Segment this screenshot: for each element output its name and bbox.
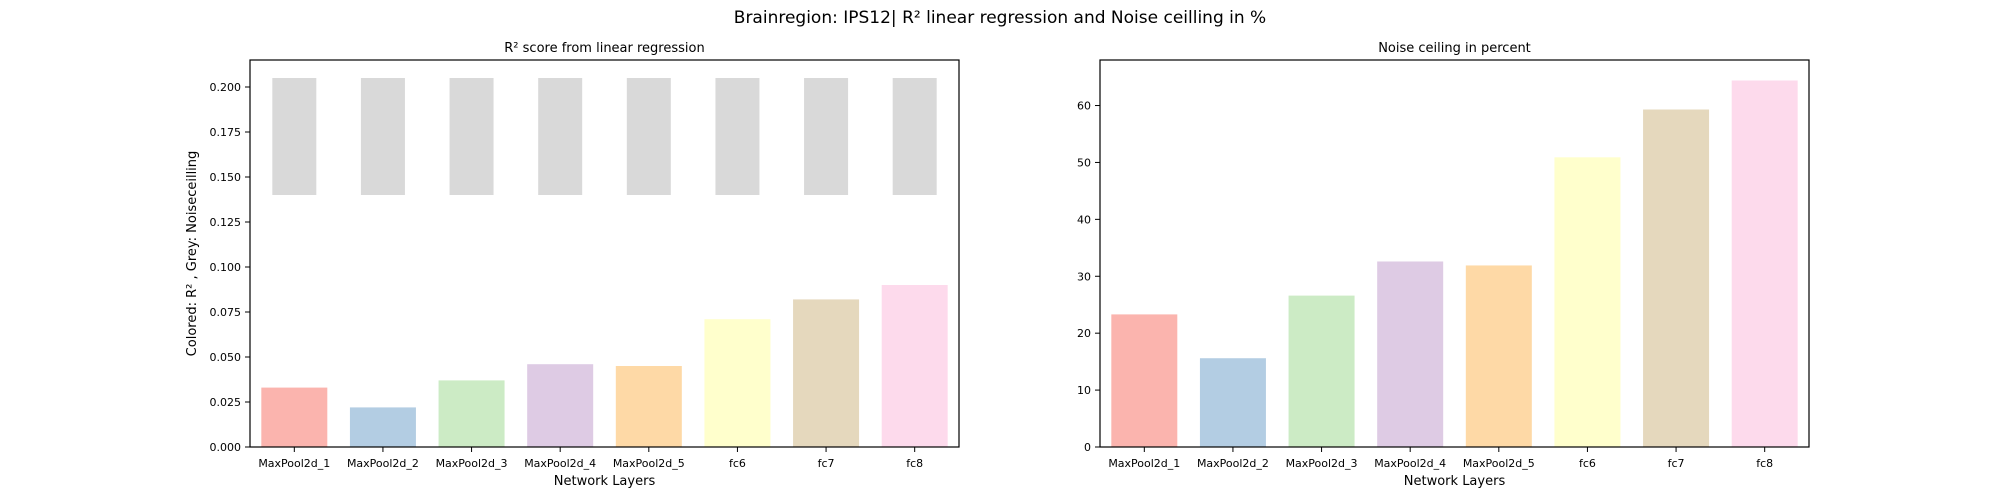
chart2-bar-4	[1377, 261, 1444, 447]
chart1-xtick-label-5: MaxPool2d_5	[613, 457, 685, 470]
chart2-bar-8	[1731, 80, 1798, 448]
chart1-ytick-label-3: 0.050	[210, 351, 242, 364]
chart2-xtick-label-5: MaxPool2d_5	[1463, 457, 1535, 470]
chart1-bar-3	[438, 380, 505, 447]
chart1-xtick-label-4: MaxPool2d_4	[524, 457, 596, 470]
chart1-ytick-label-9: 0.200	[210, 81, 242, 94]
chart1-ytick-label-7: 0.150	[210, 171, 242, 184]
chart1-xtick-label-6: fc6	[729, 457, 746, 470]
chart2-bar-7	[1643, 109, 1710, 447]
chart1-noise-ceiling-box-5	[626, 78, 671, 195]
chart1-bar-7	[793, 299, 860, 447]
chart1-noise-ceiling-box-4	[538, 78, 583, 195]
chart1-ytick-label-6: 0.125	[210, 216, 242, 229]
chart2-xtick-label-4: MaxPool2d_4	[1374, 457, 1446, 470]
chart2-bar-5	[1465, 265, 1532, 447]
chart1-noise-ceiling-box-3	[449, 78, 494, 195]
chart1-ytick-label-8: 0.175	[210, 126, 242, 139]
chart2-xtick-label-3: MaxPool2d_3	[1286, 457, 1358, 470]
chart2-axes-frame	[1099, 59, 1810, 448]
figure-title: Brainregion: IPS12| R² linear regression…	[734, 8, 1266, 28]
chart1-xtick-label-8: fc8	[906, 457, 923, 470]
chart1-bar-8	[881, 285, 948, 447]
chart1-noise-ceiling-box-7	[804, 78, 849, 195]
chart1-title: R² score from linear regression	[504, 41, 704, 56]
chart1-ytick-label-4: 0.075	[210, 306, 242, 319]
chart2-xtick-label-8: fc8	[1756, 457, 1773, 470]
chart1-xtick-label-1: MaxPool2d_1	[258, 457, 330, 470]
chart1-ytick-label-2: 0.025	[210, 396, 242, 409]
chart1-noise-ceiling-box-8	[892, 78, 937, 195]
chart2-bar-3	[1288, 295, 1355, 447]
chart2-ytick-label-6: 50	[1077, 156, 1091, 169]
chart2-ytick-label-4: 30	[1077, 270, 1091, 283]
chart2-xtick-label-1: MaxPool2d_1	[1108, 457, 1180, 470]
chart1-ylabel: Colored: R² , Grey: Noiseceilling	[185, 151, 200, 357]
chart2-ytick-label-2: 10	[1077, 384, 1091, 397]
chart2-xtick-label-7: fc7	[1668, 457, 1685, 470]
chart2-ytick-label-5: 40	[1077, 213, 1091, 226]
chart2-bar-6	[1554, 157, 1621, 447]
chart1-ytick-label-5: 0.100	[210, 261, 242, 274]
chart1-axes-frame	[249, 59, 960, 448]
chart2-xlabel: Network Layers	[1404, 474, 1506, 489]
chart1-ytick-label-1: 0.000	[210, 441, 242, 454]
chart2-title: Noise ceiling in percent	[1378, 41, 1531, 56]
chart1-xlabel: Network Layers	[554, 474, 656, 489]
chart1-bar-6	[704, 319, 771, 447]
chart2-xtick-label-2: MaxPool2d_2	[1197, 457, 1269, 470]
chart1-bar-4	[527, 364, 594, 447]
chart2-bar-1	[1111, 314, 1178, 447]
chart1-bar-5	[615, 366, 682, 447]
chart1-noise-ceiling-box-1	[272, 78, 317, 195]
chart1-xtick-label-2: MaxPool2d_2	[347, 457, 419, 470]
chart2-xtick-label-6: fc6	[1579, 457, 1596, 470]
chart2-ytick-label-1: 0	[1084, 441, 1091, 454]
chart1-xtick-label-7: fc7	[818, 457, 835, 470]
chart2-ytick-label-7: 60	[1077, 100, 1091, 113]
chart1-bar-1	[261, 387, 328, 447]
chart2-bar-2	[1199, 358, 1266, 447]
chart1-noise-ceiling-box-2	[360, 78, 405, 195]
chart1-xtick-label-3: MaxPool2d_3	[436, 457, 508, 470]
chart1-bar-2	[349, 407, 416, 447]
chart1-noise-ceiling-box-6	[715, 78, 760, 195]
chart2-ytick-label-3: 20	[1077, 327, 1091, 340]
